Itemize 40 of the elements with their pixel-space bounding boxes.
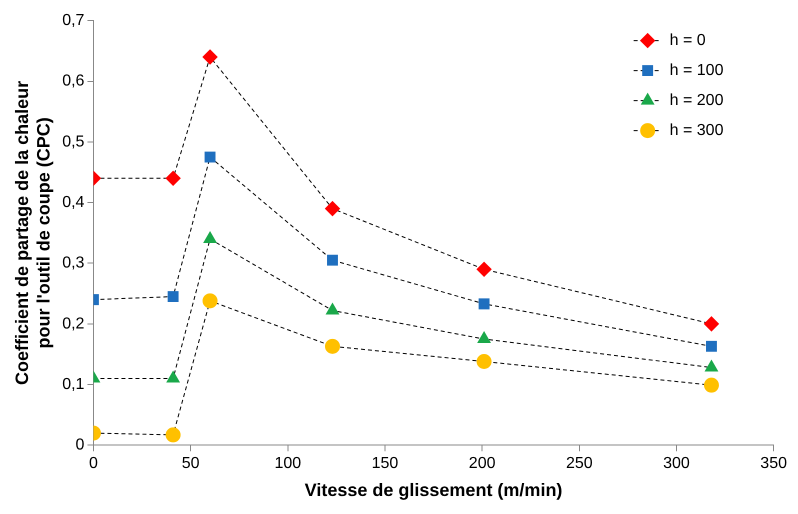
point [204,152,216,163]
point [478,332,491,344]
point [326,303,340,315]
point [704,316,719,332]
y-tick-label: 0,7 [62,12,85,30]
x-tick-label: 0 [88,455,98,472]
x-tick-label: 200 [468,455,496,472]
x-axis-title: Vitesse de glissement (m/min) [304,480,562,500]
point [166,170,181,186]
point [476,262,492,277]
point [706,340,717,352]
x-tick-label: 50 [182,455,200,472]
x-tick-label: 350 [760,455,788,472]
y-tick-label: 0,6 [62,72,85,90]
point [324,338,340,354]
legend-label: h = 0 [670,32,706,50]
y-axis-title: Coefficient de partage de la chaleur pour l'outil de coupe (CPC) [12,80,54,385]
point [202,49,218,64]
legend-label: h = 300 [670,122,724,140]
point [704,360,718,372]
point [476,354,492,369]
point [478,298,490,310]
y-tick-label: 0,3 [62,254,85,272]
point [327,254,338,266]
y-tick-label: 0,2 [62,315,85,332]
y-tick-label: 0,1 [62,376,85,393]
x-tick-label: 150 [372,455,398,472]
y-tick-label: 0 [76,436,85,454]
y-tick-label: 0,5 [62,133,85,150]
point [166,427,181,442]
point [324,201,340,216]
x-tick-label: 250 [566,455,593,472]
y-tick-label: 0,4 [62,194,85,211]
legend-label: h = 200 [670,92,724,110]
legend-label: h = 100 [670,62,724,80]
point [202,293,218,308]
x-tick-label: 300 [663,455,690,472]
x-tick-label: 100 [274,455,302,472]
point [704,378,719,393]
point [168,291,179,302]
